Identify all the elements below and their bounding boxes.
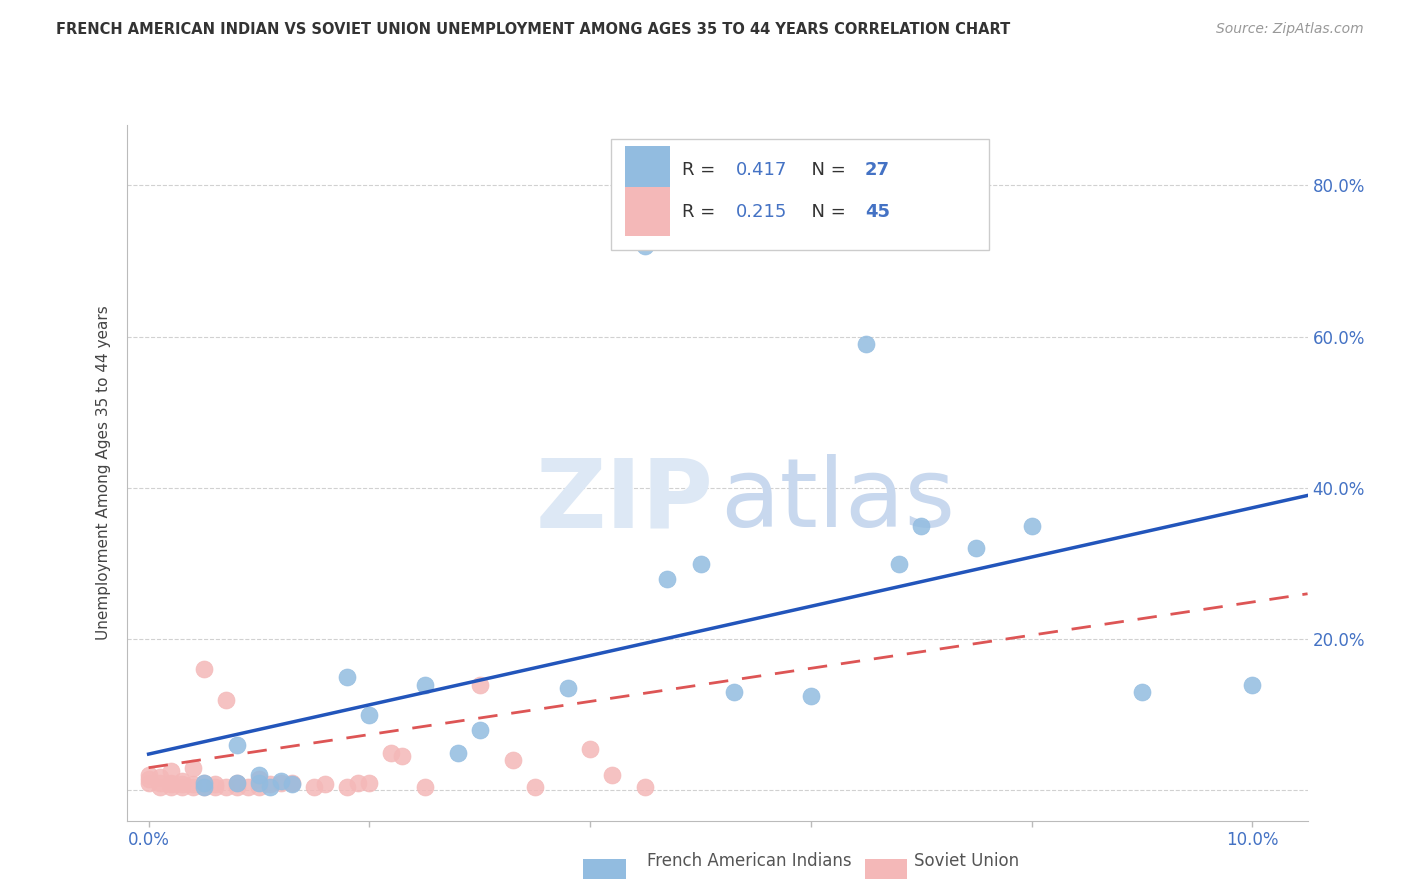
Point xyxy=(413,780,436,794)
Point xyxy=(447,746,470,760)
Point xyxy=(634,239,657,253)
Text: ZIP: ZIP xyxy=(536,454,713,547)
Point xyxy=(247,780,270,794)
Text: R =: R = xyxy=(682,202,721,221)
Point xyxy=(855,337,877,351)
Point xyxy=(302,780,325,794)
Point xyxy=(889,557,911,571)
Point xyxy=(413,677,436,691)
Point xyxy=(226,776,249,790)
Point xyxy=(159,780,181,794)
Y-axis label: Unemployment Among Ages 35 to 44 years: Unemployment Among Ages 35 to 44 years xyxy=(96,305,111,640)
Text: N =: N = xyxy=(800,202,851,221)
Point xyxy=(193,662,215,676)
Point xyxy=(226,780,249,794)
Point xyxy=(723,685,745,699)
Point xyxy=(204,780,226,794)
Point xyxy=(193,776,215,790)
Point xyxy=(181,761,204,775)
Text: Soviet Union: Soviet Union xyxy=(914,852,1019,870)
Point xyxy=(259,780,281,794)
Point xyxy=(170,780,193,794)
Point xyxy=(215,692,238,706)
Point xyxy=(502,753,524,767)
Point xyxy=(149,776,172,790)
Point xyxy=(138,768,160,782)
Point xyxy=(204,777,226,791)
Point xyxy=(247,772,270,786)
Text: FRENCH AMERICAN INDIAN VS SOVIET UNION UNEMPLOYMENT AMONG AGES 35 TO 44 YEARS CO: FRENCH AMERICAN INDIAN VS SOVIET UNION U… xyxy=(56,22,1011,37)
Point xyxy=(689,557,711,571)
Point xyxy=(281,777,304,791)
Point xyxy=(159,776,181,790)
Point xyxy=(391,749,413,764)
Point xyxy=(281,776,304,790)
Point xyxy=(336,670,359,684)
Point xyxy=(657,572,679,586)
Point xyxy=(1241,677,1264,691)
Point xyxy=(336,780,359,794)
Point xyxy=(170,774,193,789)
Text: French American Indians: French American Indians xyxy=(647,852,852,870)
Point xyxy=(193,776,215,790)
Point xyxy=(557,681,579,696)
Point xyxy=(181,777,204,791)
Text: R =: R = xyxy=(682,161,721,179)
Point xyxy=(347,776,370,790)
Point xyxy=(226,738,249,752)
Point xyxy=(247,768,270,782)
Point xyxy=(159,764,181,779)
Text: 45: 45 xyxy=(865,202,890,221)
Point xyxy=(193,780,215,794)
Point xyxy=(523,780,546,794)
Text: 0.417: 0.417 xyxy=(735,161,787,179)
Point xyxy=(159,777,181,791)
Point xyxy=(247,776,270,790)
Point xyxy=(149,780,172,794)
Point xyxy=(468,723,491,737)
Point xyxy=(149,770,172,784)
Point xyxy=(965,541,987,556)
Bar xyxy=(624,145,669,194)
Point xyxy=(1130,685,1153,699)
Text: 27: 27 xyxy=(865,161,890,179)
FancyBboxPatch shape xyxy=(610,139,988,250)
Text: atlas: atlas xyxy=(721,454,956,547)
Point xyxy=(270,774,292,789)
Point xyxy=(236,780,259,794)
Point xyxy=(314,777,336,791)
Point xyxy=(600,768,623,782)
Point xyxy=(910,518,932,533)
Point xyxy=(259,777,281,791)
Point xyxy=(170,777,193,791)
Point xyxy=(359,776,381,790)
Point xyxy=(468,677,491,691)
Point xyxy=(380,746,402,760)
Point xyxy=(800,689,823,703)
Point xyxy=(270,776,292,790)
Point xyxy=(634,780,657,794)
Text: 0.215: 0.215 xyxy=(735,202,787,221)
Point xyxy=(138,776,160,790)
Bar xyxy=(624,187,669,236)
Point xyxy=(193,780,215,794)
Point xyxy=(215,780,238,794)
Point xyxy=(181,780,204,794)
Point xyxy=(579,741,602,756)
Text: Source: ZipAtlas.com: Source: ZipAtlas.com xyxy=(1216,22,1364,37)
Text: N =: N = xyxy=(800,161,851,179)
Point xyxy=(359,707,381,722)
Point xyxy=(138,772,160,786)
Point xyxy=(1021,518,1043,533)
Point xyxy=(226,776,249,790)
